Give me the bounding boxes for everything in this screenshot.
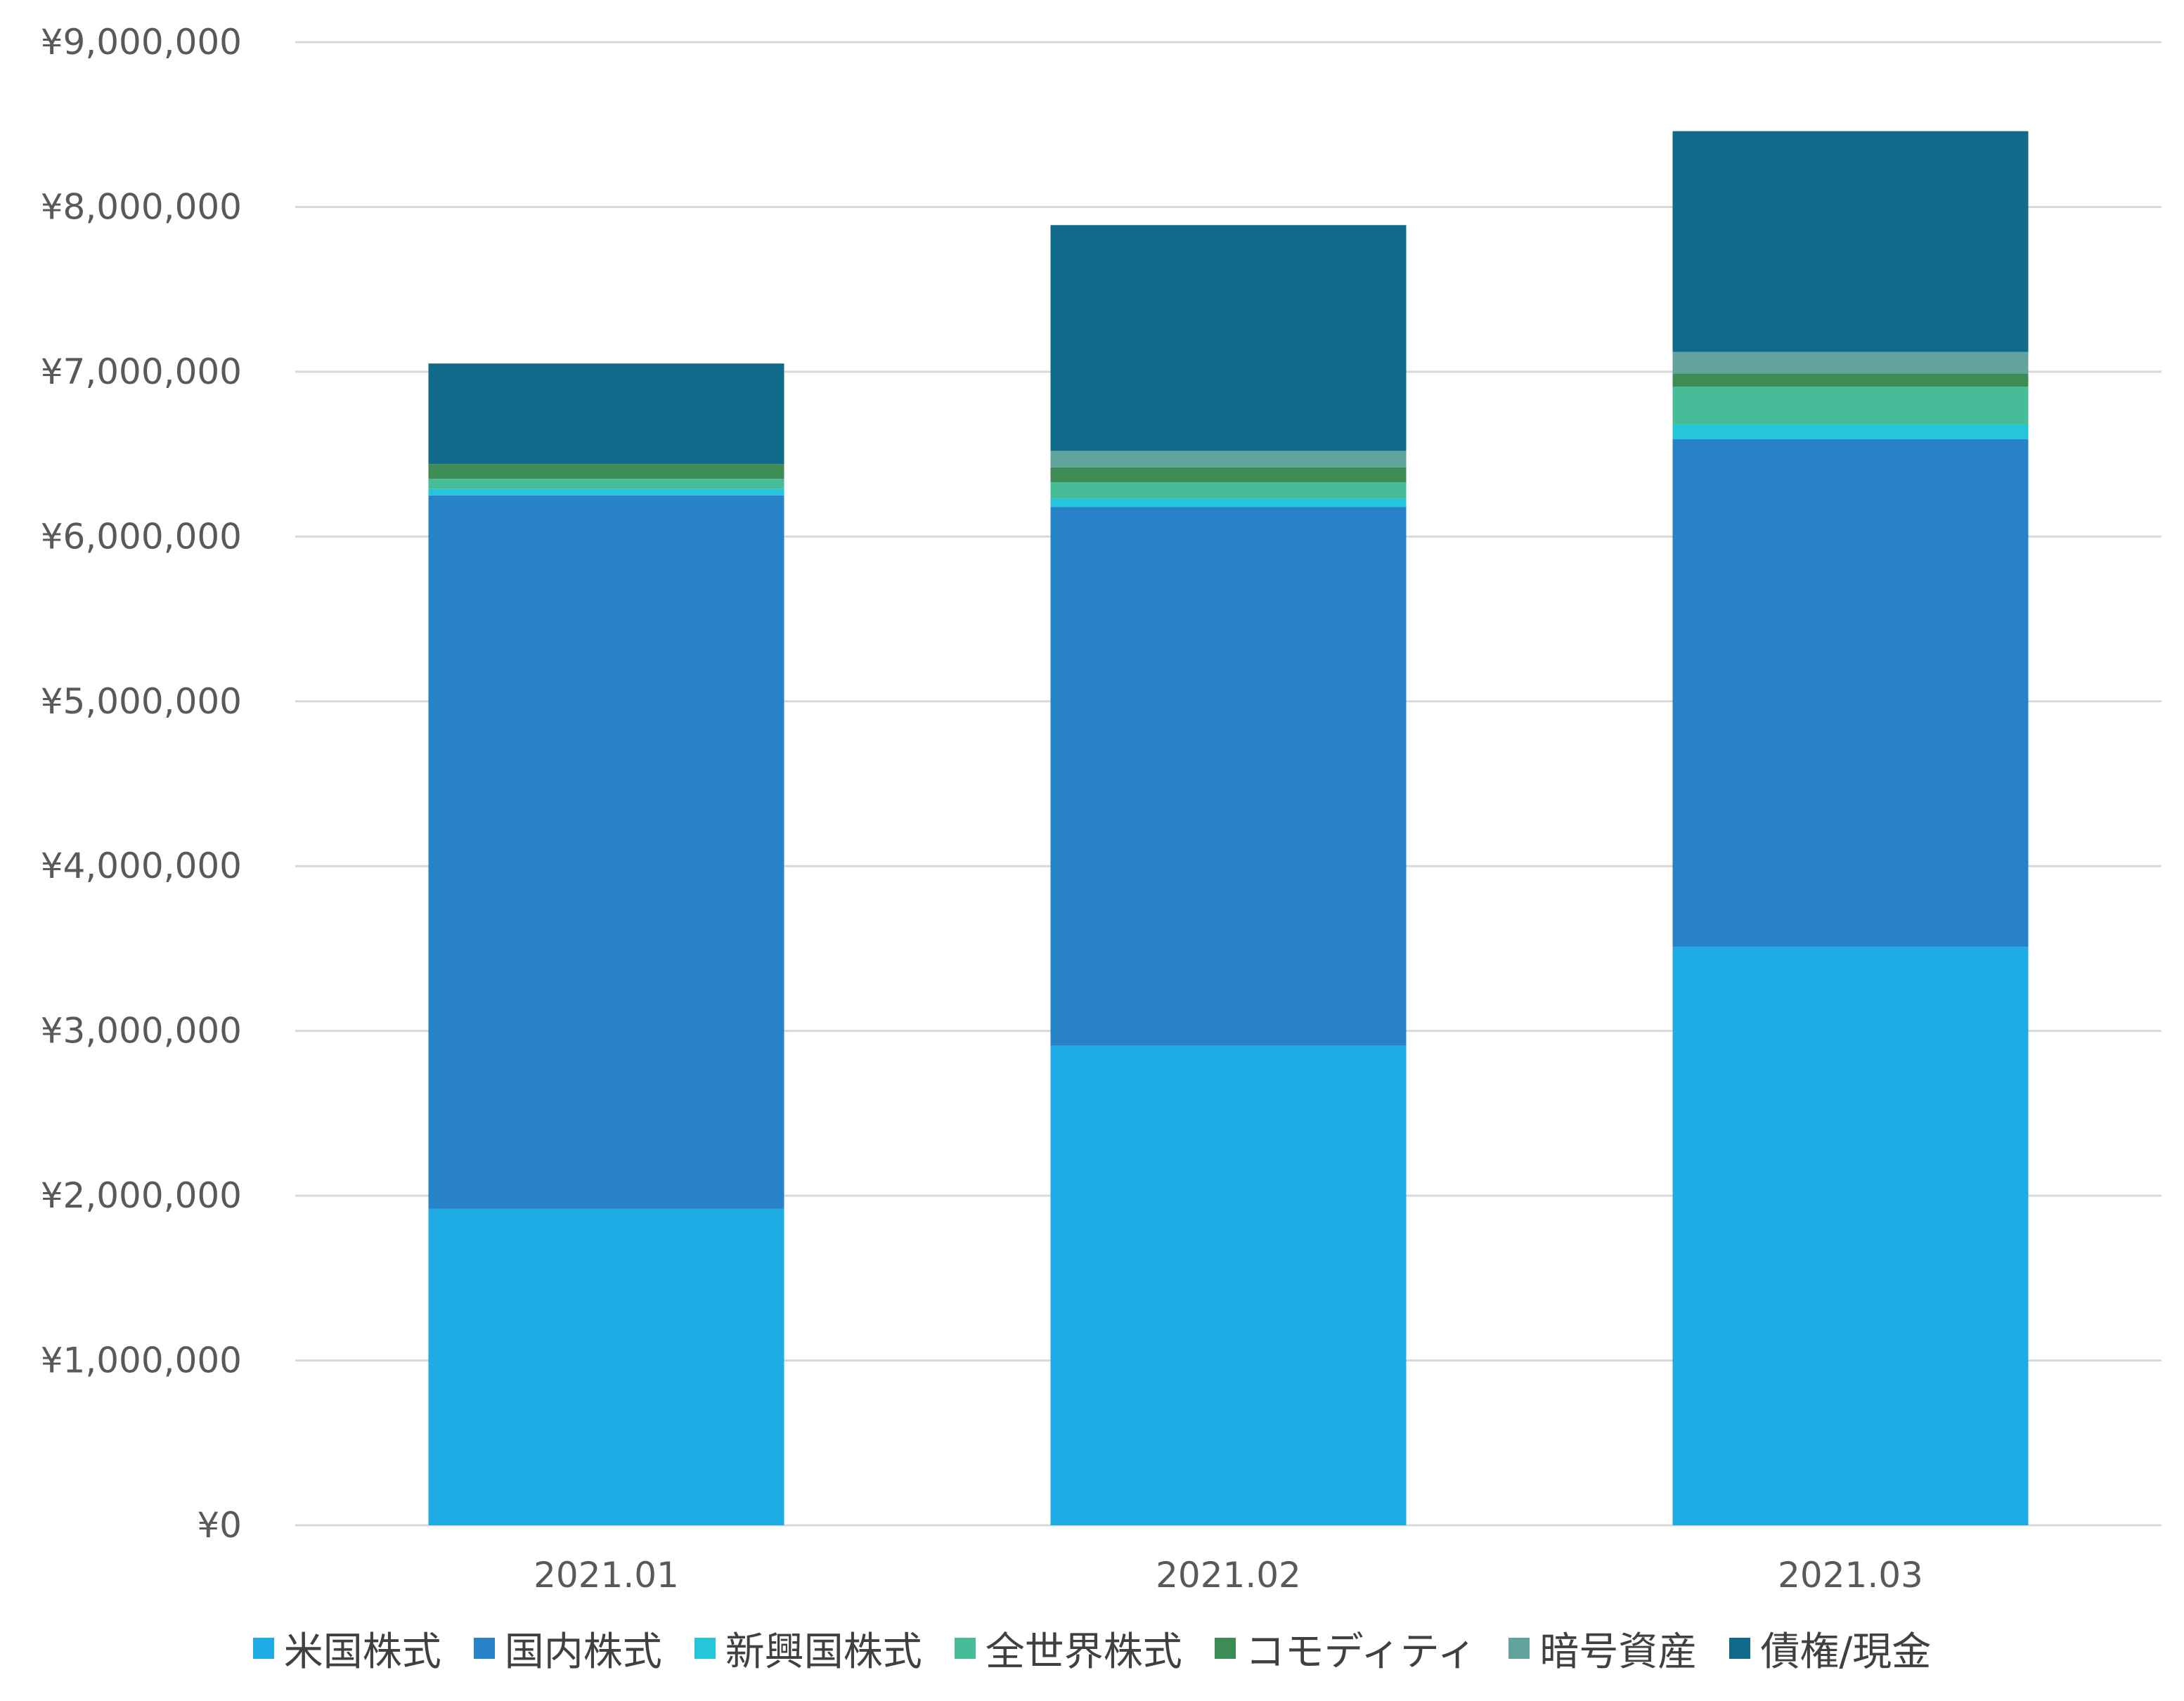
legend-swatch — [1214, 1638, 1236, 1659]
legend-label: 全世界株式 — [985, 1629, 1182, 1675]
legend-label: 暗号資産 — [1539, 1629, 1698, 1675]
y-tick-label: ¥8,000,000 — [41, 186, 242, 227]
x-tick-label: 2021.02 — [1156, 1555, 1301, 1596]
legend-item: 新興国株式 — [694, 1620, 922, 1677]
legend-label: 国内株式 — [504, 1629, 662, 1675]
legend-swatch — [1729, 1638, 1751, 1659]
legend-swatch — [694, 1638, 716, 1659]
legend-swatch — [954, 1638, 976, 1659]
legend-item: 国内株式 — [473, 1620, 662, 1677]
bar-segment — [428, 464, 784, 479]
y-tick-label: ¥3,000,000 — [41, 1011, 242, 1052]
legend-label: 債権/現金 — [1760, 1629, 1932, 1675]
bar-segment — [1672, 386, 2029, 425]
y-tick-label: ¥1,000,000 — [41, 1340, 242, 1381]
legend-item: 米国株式 — [252, 1620, 441, 1677]
y-tick-label: ¥9,000,000 — [41, 22, 242, 63]
legend-item: 債権/現金 — [1729, 1620, 1931, 1677]
legend-swatch — [1508, 1638, 1530, 1659]
bar-segment — [428, 495, 784, 1209]
bar-segment — [1672, 351, 2029, 374]
y-tick-label: ¥7,000,000 — [41, 351, 242, 392]
bar-segment — [1050, 451, 1407, 467]
y-axis-tick-labels: ¥0 ¥1,000,000 ¥2,000,000 ¥3,000,000 ¥4,000,0… — [41, 22, 242, 1546]
bar-segment — [1672, 439, 2029, 947]
y-tick-label: ¥4,000,000 — [41, 846, 242, 886]
legend-label: コモディティ — [1245, 1629, 1477, 1675]
bar-segment — [428, 489, 784, 496]
legend-swatch — [252, 1638, 274, 1659]
legend-label: 米国株式 — [283, 1629, 441, 1675]
bar-segment — [428, 1208, 784, 1525]
legend-item: 全世界株式 — [954, 1620, 1182, 1677]
y-tick-label: ¥0 — [197, 1505, 242, 1546]
x-tick-label: 2021.03 — [1778, 1555, 1923, 1596]
legend-item: 暗号資産 — [1508, 1620, 1697, 1677]
bar-segment — [1050, 507, 1407, 1046]
y-tick-label: ¥5,000,000 — [41, 681, 242, 722]
bar-segment — [1672, 424, 2029, 440]
bar-segment — [1050, 225, 1407, 451]
bar-segment — [1050, 481, 1407, 499]
bar-segment — [428, 479, 784, 489]
bar-segment — [1050, 467, 1407, 482]
bar-segment — [1672, 373, 2029, 387]
legend-label: 新興国株式 — [725, 1629, 922, 1675]
bar-segment — [428, 363, 784, 465]
legend: 米国株式 国内株式 新興国株式 全世界株式 コモディティ 暗号資産 債権/現金 — [0, 1620, 2184, 1676]
y-tick-label: ¥6,000,000 — [41, 516, 242, 557]
legend-swatch — [473, 1638, 495, 1659]
bar-segment — [1672, 947, 2029, 1525]
bar-segment — [1050, 1045, 1407, 1525]
bars — [428, 131, 2029, 1525]
bar-segment — [1672, 131, 2029, 352]
bar-segment — [1050, 498, 1407, 507]
x-axis-tick-labels: 2021.01 2021.02 2021.03 — [534, 1555, 1923, 1596]
legend-item: コモディティ — [1214, 1620, 1477, 1677]
x-tick-label: 2021.01 — [534, 1555, 679, 1596]
y-tick-label: ¥2,000,000 — [41, 1175, 242, 1216]
